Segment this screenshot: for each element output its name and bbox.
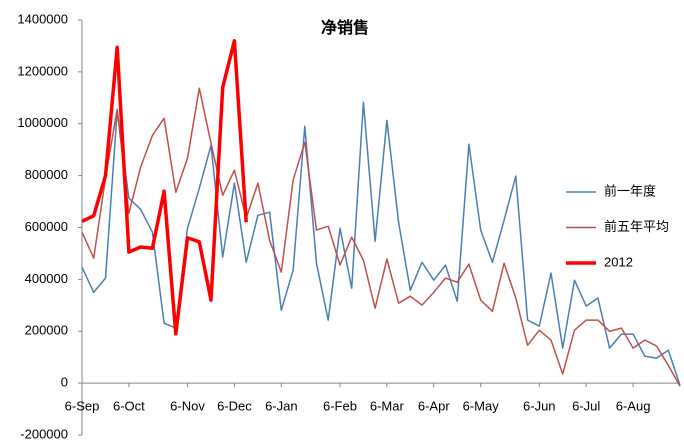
x-tick-label: 6-Sep xyxy=(65,399,100,414)
y-tick-label: -200000 xyxy=(20,426,68,441)
y-tick-label: 0 xyxy=(61,375,68,390)
chart-title: 净销售 xyxy=(321,18,369,37)
x-tick-label: 6-Oct xyxy=(113,399,145,414)
x-tick-label: 6-Jul xyxy=(572,399,600,414)
legend-label: 2012 xyxy=(604,254,633,269)
legend-label: 前一年度 xyxy=(604,183,656,198)
x-tick-label: 6-Jun xyxy=(523,399,556,414)
legend-label: 前五年平均 xyxy=(604,219,669,234)
line-series xyxy=(81,39,248,336)
x-tick-label: 6-Mar xyxy=(370,399,405,414)
y-tick-label: 1200000 xyxy=(17,63,68,78)
x-tick-label: 6-Dec xyxy=(217,399,252,414)
y-tick-label: 800000 xyxy=(25,167,68,182)
line-series xyxy=(81,87,681,387)
x-tick-label: 6-Apr xyxy=(418,399,450,414)
x-tick-label: 6-May xyxy=(463,399,500,414)
y-tick-label: 200000 xyxy=(25,323,68,338)
x-tick-label: 6-Feb xyxy=(323,399,357,414)
x-tick-label: 6-Jan xyxy=(265,399,298,414)
y-tick-label: 400000 xyxy=(25,271,68,286)
x-tick-label: 6-Nov xyxy=(170,399,205,414)
line-series xyxy=(81,101,681,386)
y-tick-label: 1400000 xyxy=(17,11,68,26)
x-tick-label: 6-Aug xyxy=(616,399,651,414)
y-tick-label: 600000 xyxy=(25,219,68,234)
y-tick-label: 1000000 xyxy=(17,115,68,130)
